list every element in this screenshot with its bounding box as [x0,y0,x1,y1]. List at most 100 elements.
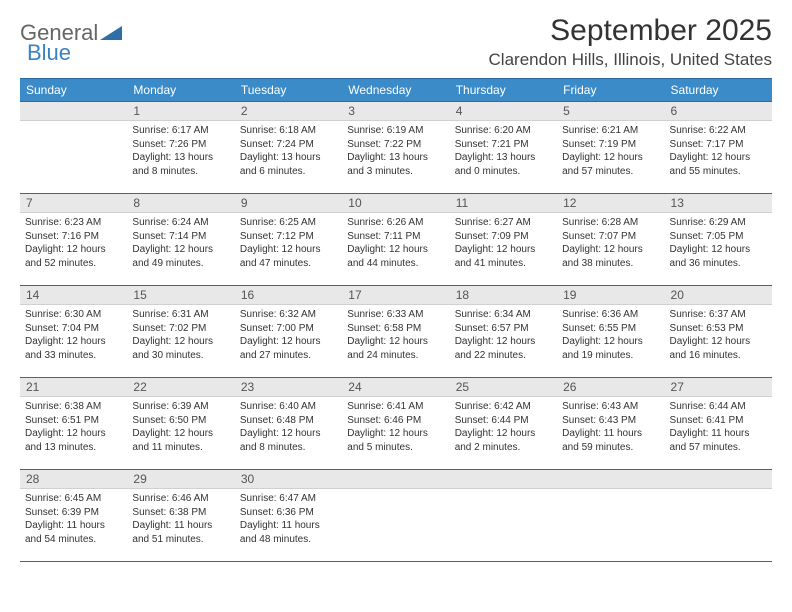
calendar-day-cell: 26Sunrise: 6:43 AMSunset: 6:43 PMDayligh… [557,378,664,470]
daylight-text: Daylight: 11 hours and 54 minutes. [25,519,122,546]
day-details: Sunrise: 6:40 AMSunset: 6:48 PMDaylight:… [235,397,342,458]
sunset-text: Sunset: 6:41 PM [670,414,767,428]
daylight-text: Daylight: 12 hours and 11 minutes. [132,427,229,454]
sunset-text: Sunset: 7:19 PM [562,138,659,152]
day-number: 12 [557,194,664,213]
sunset-text: Sunset: 7:11 PM [347,230,444,244]
sunset-text: Sunset: 7:02 PM [132,322,229,336]
daylight-text: Daylight: 12 hours and 30 minutes. [132,335,229,362]
day-details: Sunrise: 6:32 AMSunset: 7:00 PMDaylight:… [235,305,342,366]
calendar-day-cell: 17Sunrise: 6:33 AMSunset: 6:58 PMDayligh… [342,286,449,378]
day-number: 5 [557,102,664,121]
day-details: Sunrise: 6:22 AMSunset: 7:17 PMDaylight:… [665,121,772,182]
day-details: Sunrise: 6:30 AMSunset: 7:04 PMDaylight:… [20,305,127,366]
calendar-day-cell [342,470,449,562]
page-header: General September 2025 Clarendon Hills, … [20,14,772,70]
sunrise-text: Sunrise: 6:27 AM [455,216,552,230]
daylight-text: Daylight: 12 hours and 2 minutes. [455,427,552,454]
sunset-text: Sunset: 7:00 PM [240,322,337,336]
sunrise-text: Sunrise: 6:41 AM [347,400,444,414]
calendar-day-cell: 19Sunrise: 6:36 AMSunset: 6:55 PMDayligh… [557,286,664,378]
daylight-text: Daylight: 12 hours and 36 minutes. [670,243,767,270]
calendar-day-cell: 16Sunrise: 6:32 AMSunset: 7:00 PMDayligh… [235,286,342,378]
day-number: 16 [235,286,342,305]
day-number: 22 [127,378,234,397]
sunrise-text: Sunrise: 6:46 AM [132,492,229,506]
sunrise-text: Sunrise: 6:31 AM [132,308,229,322]
daylight-text: Daylight: 12 hours and 27 minutes. [240,335,337,362]
calendar-day-cell: 11Sunrise: 6:27 AMSunset: 7:09 PMDayligh… [450,194,557,286]
weekday-header: Monday [127,79,234,102]
day-details: Sunrise: 6:24 AMSunset: 7:14 PMDaylight:… [127,213,234,274]
day-details: Sunrise: 6:18 AMSunset: 7:24 PMDaylight:… [235,121,342,182]
day-details: Sunrise: 6:41 AMSunset: 6:46 PMDaylight:… [342,397,449,458]
day-details: Sunrise: 6:21 AMSunset: 7:19 PMDaylight:… [557,121,664,182]
calendar-day-cell: 12Sunrise: 6:28 AMSunset: 7:07 PMDayligh… [557,194,664,286]
sunrise-text: Sunrise: 6:26 AM [347,216,444,230]
daylight-text: Daylight: 12 hours and 41 minutes. [455,243,552,270]
day-details: Sunrise: 6:33 AMSunset: 6:58 PMDaylight:… [342,305,449,366]
calendar-day-cell: 24Sunrise: 6:41 AMSunset: 6:46 PMDayligh… [342,378,449,470]
day-number [342,470,449,489]
sunset-text: Sunset: 7:14 PM [132,230,229,244]
sunrise-text: Sunrise: 6:34 AM [455,308,552,322]
sunrise-text: Sunrise: 6:22 AM [670,124,767,138]
calendar-day-cell: 22Sunrise: 6:39 AMSunset: 6:50 PMDayligh… [127,378,234,470]
day-number: 7 [20,194,127,213]
calendar-week-row: 1Sunrise: 6:17 AMSunset: 7:26 PMDaylight… [20,102,772,194]
day-details: Sunrise: 6:36 AMSunset: 6:55 PMDaylight:… [557,305,664,366]
sunset-text: Sunset: 6:55 PM [562,322,659,336]
calendar-day-cell: 14Sunrise: 6:30 AMSunset: 7:04 PMDayligh… [20,286,127,378]
daylight-text: Daylight: 12 hours and 5 minutes. [347,427,444,454]
sunrise-text: Sunrise: 6:28 AM [562,216,659,230]
calendar-day-cell: 18Sunrise: 6:34 AMSunset: 6:57 PMDayligh… [450,286,557,378]
sunrise-text: Sunrise: 6:37 AM [670,308,767,322]
day-number: 30 [235,470,342,489]
daylight-text: Daylight: 12 hours and 55 minutes. [670,151,767,178]
calendar-week-row: 14Sunrise: 6:30 AMSunset: 7:04 PMDayligh… [20,286,772,378]
calendar-day-cell: 1Sunrise: 6:17 AMSunset: 7:26 PMDaylight… [127,102,234,194]
day-number: 21 [20,378,127,397]
day-number: 27 [665,378,772,397]
sunrise-text: Sunrise: 6:30 AM [25,308,122,322]
calendar-day-cell: 21Sunrise: 6:38 AMSunset: 6:51 PMDayligh… [20,378,127,470]
sunrise-text: Sunrise: 6:18 AM [240,124,337,138]
month-title: September 2025 [489,14,772,48]
day-number: 11 [450,194,557,213]
sunset-text: Sunset: 7:04 PM [25,322,122,336]
calendar-week-row: 7Sunrise: 6:23 AMSunset: 7:16 PMDaylight… [20,194,772,286]
day-number: 8 [127,194,234,213]
daylight-text: Daylight: 11 hours and 59 minutes. [562,427,659,454]
sunrise-text: Sunrise: 6:33 AM [347,308,444,322]
calendar-day-cell [557,470,664,562]
location-subtitle: Clarendon Hills, Illinois, United States [489,50,772,70]
daylight-text: Daylight: 12 hours and 49 minutes. [132,243,229,270]
sunset-text: Sunset: 6:50 PM [132,414,229,428]
day-number: 10 [342,194,449,213]
sunrise-text: Sunrise: 6:44 AM [670,400,767,414]
sunrise-text: Sunrise: 6:47 AM [240,492,337,506]
calendar-day-cell: 15Sunrise: 6:31 AMSunset: 7:02 PMDayligh… [127,286,234,378]
day-details: Sunrise: 6:19 AMSunset: 7:22 PMDaylight:… [342,121,449,182]
sunset-text: Sunset: 7:26 PM [132,138,229,152]
sunset-text: Sunset: 7:24 PM [240,138,337,152]
sunrise-text: Sunrise: 6:45 AM [25,492,122,506]
day-number: 26 [557,378,664,397]
day-number: 13 [665,194,772,213]
day-details: Sunrise: 6:28 AMSunset: 7:07 PMDaylight:… [557,213,664,274]
calendar-day-cell: 8Sunrise: 6:24 AMSunset: 7:14 PMDaylight… [127,194,234,286]
daylight-text: Daylight: 12 hours and 22 minutes. [455,335,552,362]
daylight-text: Daylight: 13 hours and 6 minutes. [240,151,337,178]
day-details: Sunrise: 6:43 AMSunset: 6:43 PMDaylight:… [557,397,664,458]
sunset-text: Sunset: 6:48 PM [240,414,337,428]
day-number: 20 [665,286,772,305]
daylight-text: Daylight: 12 hours and 8 minutes. [240,427,337,454]
day-number: 6 [665,102,772,121]
sunrise-text: Sunrise: 6:36 AM [562,308,659,322]
sunset-text: Sunset: 7:07 PM [562,230,659,244]
daylight-text: Daylight: 12 hours and 47 minutes. [240,243,337,270]
day-details: Sunrise: 6:20 AMSunset: 7:21 PMDaylight:… [450,121,557,182]
day-number: 14 [20,286,127,305]
day-number: 18 [450,286,557,305]
calendar-day-cell: 20Sunrise: 6:37 AMSunset: 6:53 PMDayligh… [665,286,772,378]
